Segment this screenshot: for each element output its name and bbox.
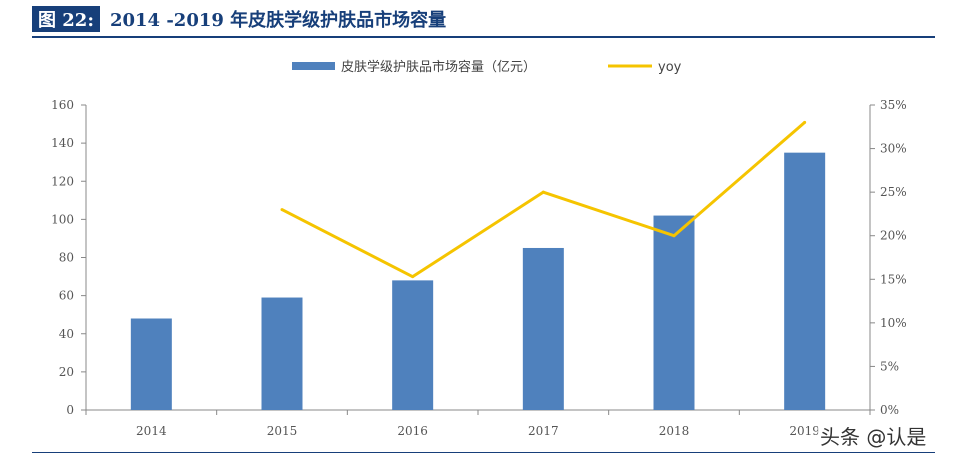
right-axis-tick-label: 25% <box>880 185 907 199</box>
right-axis-tick-label: 20% <box>880 229 907 243</box>
x-axis-tick-label: 2018 <box>659 424 690 438</box>
x-axis-tick-label: 2014 <box>136 424 167 438</box>
left-axis-tick-label: 20 <box>59 365 74 379</box>
right-axis-tick-label: 10% <box>880 316 907 330</box>
right-axis-tick-label: 30% <box>880 142 907 156</box>
bar-2016 <box>392 280 434 410</box>
figure-title: 2014 -2019 年皮肤学级护肤品市场容量 <box>109 10 447 31</box>
right-axis-tick-label: 35% <box>880 98 907 112</box>
left-axis-tick-label: 140 <box>51 136 74 150</box>
figure-label: 图 22: <box>32 6 100 32</box>
right-axis-tick-label: 5% <box>880 359 899 373</box>
bar-2017 <box>522 247 564 410</box>
yoy-point-2018 <box>672 234 676 238</box>
right-axis-tick-label: 0% <box>880 403 899 417</box>
yoy-point-2019 <box>803 120 807 124</box>
left-axis-tick-label: 120 <box>51 174 74 188</box>
x-axis-tick-label: 2016 <box>397 424 428 438</box>
right-axis-tick-label: 15% <box>880 272 907 286</box>
left-axis-tick-label: 80 <box>59 251 74 265</box>
left-axis-tick-label: 100 <box>51 212 74 226</box>
yoy-point-2016 <box>411 275 415 279</box>
yoy-point-2017 <box>541 190 545 194</box>
legend-bar-swatch <box>292 62 335 70</box>
bar-2018 <box>653 215 695 410</box>
left-axis-tick-label: 40 <box>59 327 74 341</box>
bar-2015 <box>261 297 303 410</box>
left-axis-tick-label: 60 <box>59 289 74 303</box>
footer-rule <box>32 452 935 453</box>
x-axis-tick-label: 2019 <box>789 424 820 438</box>
watermark: 头条 @认是 <box>818 421 929 450</box>
bar-2014 <box>130 318 172 410</box>
header-rule <box>32 36 935 38</box>
left-axis-tick-label: 160 <box>51 98 74 112</box>
left-axis-tick-label: 0 <box>66 403 74 417</box>
x-axis-tick-label: 2017 <box>528 424 559 438</box>
figure-header: 图 22: 2014 -2019 年皮肤学级护肤品市场容量 <box>32 4 446 34</box>
legend-bar-label: 皮肤学级护肤品市场容量（亿元） <box>341 59 536 75</box>
legend-line-label: yoy <box>658 60 682 75</box>
bar-2019 <box>784 152 826 410</box>
yoy-point-2015 <box>280 208 284 212</box>
x-axis-tick-label: 2015 <box>267 424 298 438</box>
